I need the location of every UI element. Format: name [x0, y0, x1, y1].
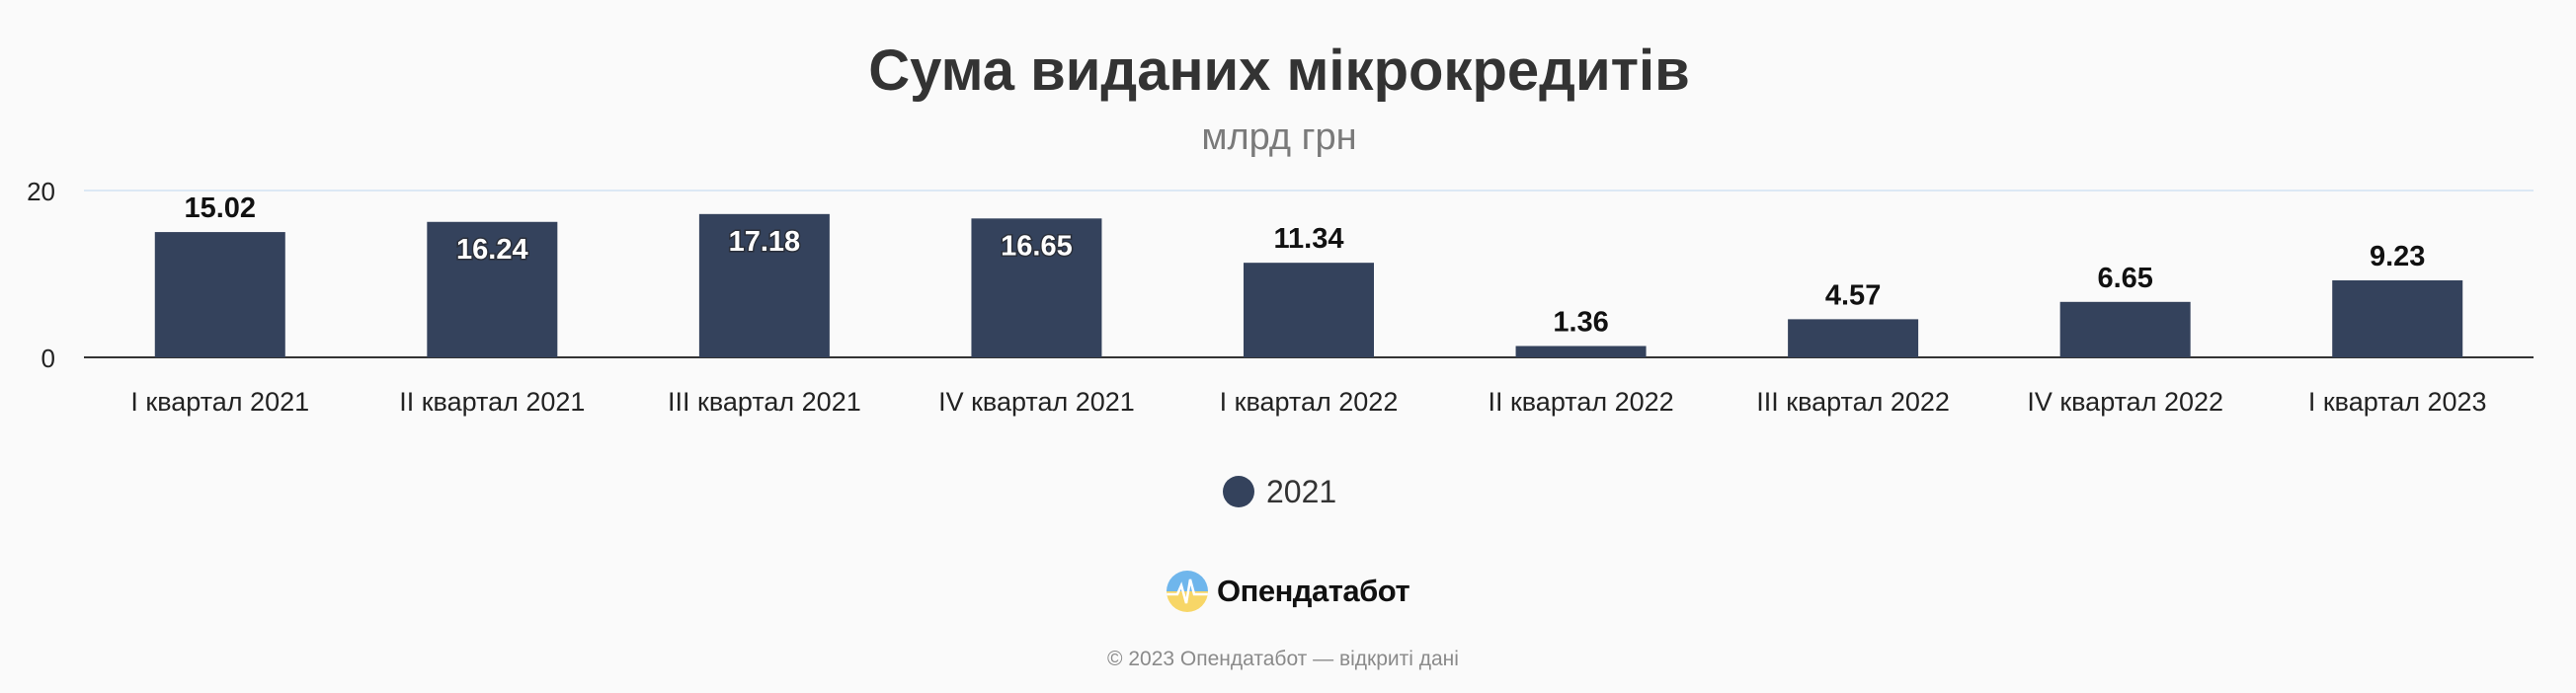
category-label-8: IV квартал 2022	[2027, 387, 2223, 417]
bar-2[interactable]	[427, 221, 558, 357]
legend-marker-icon	[1223, 476, 1254, 507]
brand-logo: Опендатабот	[1166, 567, 1410, 616]
bar-5[interactable]	[1244, 263, 1374, 357]
data-label-5: 11.34	[1274, 223, 1344, 255]
category-label-2: II квартал 2021	[399, 387, 585, 417]
chart-subtitle: млрд грн	[1201, 116, 1357, 158]
footer-copyright: © 2023 Опендатабот — відкриті дані	[1107, 648, 1459, 670]
bar-7[interactable]	[1788, 319, 1919, 357]
category-label-9: I квартал 2023	[2308, 387, 2487, 417]
data-label-4: 16.65	[1001, 230, 1073, 262]
bar-1[interactable]	[154, 232, 285, 357]
bar-6[interactable]	[1515, 346, 1647, 357]
bar-8[interactable]	[2059, 301, 2191, 357]
bar-9[interactable]	[2332, 280, 2463, 357]
y-tick-label-20: 20	[27, 177, 55, 206]
category-label-7: III квартал 2022	[1756, 387, 1950, 417]
data-labels-group: 15.02 16.24 17.18 16.65 11.34 1.36 4.57 6.65 9.2…	[184, 192, 2425, 338]
category-labels-group: I квартал 2021 II квартал 2021 III квартал…	[130, 387, 2486, 417]
category-label-5: I квартал 2022	[1220, 387, 1399, 417]
data-label-7: 4.57	[1825, 279, 1881, 311]
category-label-4: IV квартал 2021	[938, 387, 1135, 417]
data-label-9: 9.23	[2370, 241, 2425, 272]
category-label-1: I квартал 2021	[130, 387, 309, 417]
brand-name: Опендатабот	[1217, 574, 1410, 608]
data-label-1: 15.02	[184, 192, 256, 224]
bar-4[interactable]	[971, 218, 1102, 357]
bar-3[interactable]	[698, 213, 830, 357]
bars-group	[154, 213, 2463, 357]
opendatabot-logo-icon	[1167, 571, 1208, 612]
category-label-6: II квартал 2022	[1488, 387, 1673, 417]
data-label-6: 1.36	[1553, 307, 1608, 339]
y-tick-label-0: 0	[41, 344, 55, 373]
category-label-3: III квартал 2021	[668, 387, 861, 417]
legend-label: 2021	[1266, 473, 1337, 509]
bar-chart: 20 0 I квартал 2021 II квартал 2021 III кв…	[27, 177, 2534, 417]
data-label-8: 6.65	[2097, 263, 2152, 294]
data-label-2: 16.24	[456, 234, 528, 266]
data-label-3: 17.18	[729, 226, 801, 258]
chart-title: Сума виданих мікрокредитів	[868, 38, 1690, 103]
legend[interactable]: 2021	[1223, 472, 1336, 511]
